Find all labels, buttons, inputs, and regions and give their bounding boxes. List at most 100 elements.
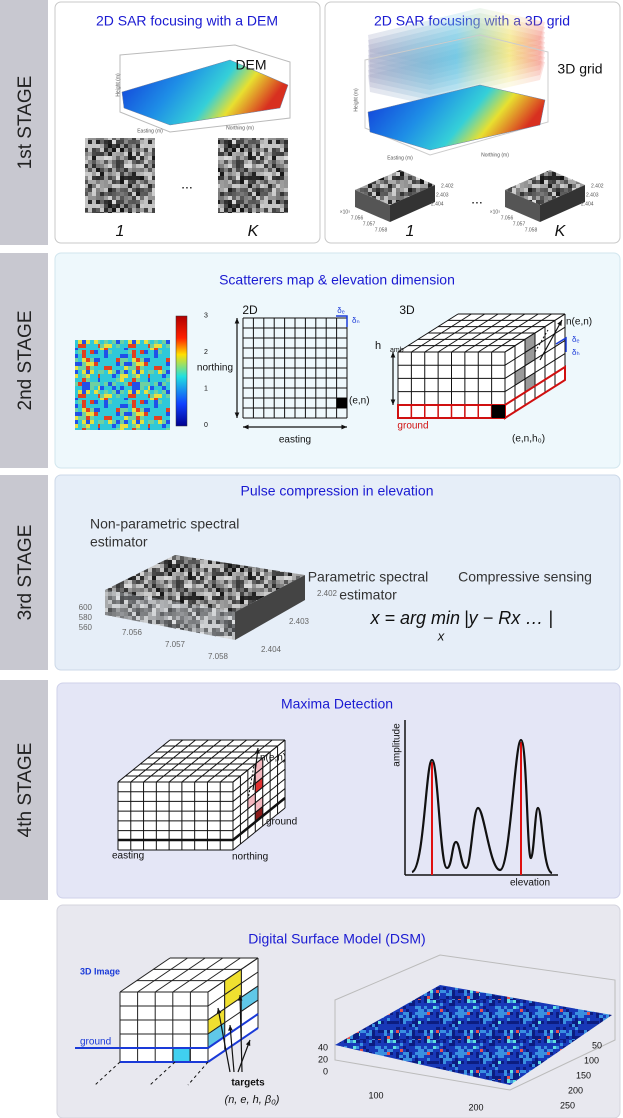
- label: 250: [560, 1100, 575, 1110]
- cube-face: [120, 992, 208, 1062]
- label: h: [375, 340, 381, 352]
- label: 1: [116, 223, 125, 240]
- label: 2.403: [289, 617, 310, 626]
- label: Easting (m): [387, 155, 413, 161]
- label: 20: [318, 1054, 328, 1064]
- label: amplitude: [392, 723, 403, 767]
- page: SAR tomography processing stages html, b…: [0, 0, 623, 1118]
- label: ground: [397, 421, 428, 432]
- label: 50: [592, 1040, 602, 1050]
- label: 600: [79, 603, 93, 612]
- label: northing: [197, 363, 233, 374]
- selected-cell: [492, 405, 505, 418]
- panel-title: Maxima Detection: [281, 696, 393, 712]
- label: Height (m): [115, 73, 121, 97]
- label: ground: [266, 817, 297, 828]
- label: ×10⁵: [340, 209, 351, 215]
- colorbar-tick: 2: [204, 349, 208, 356]
- label: δₕ: [572, 348, 580, 357]
- selected-cell: [337, 398, 347, 408]
- label: x = arg min: [369, 608, 460, 628]
- label: 7.058: [375, 227, 388, 233]
- colorbar-tick: 0: [204, 422, 208, 429]
- label: 0: [323, 1066, 328, 1076]
- label: easting: [279, 435, 311, 446]
- label: (e,n,h₀): [512, 434, 545, 445]
- label: ×10⁵: [490, 209, 501, 215]
- label: 2.403: [586, 192, 599, 198]
- label: 7.058: [208, 652, 229, 661]
- tag: DEM: [235, 57, 266, 73]
- label: northing: [232, 852, 268, 863]
- label: 560: [79, 623, 93, 632]
- label: easting: [112, 851, 144, 862]
- label: n(e,n): [566, 317, 592, 328]
- label: Non-parametric spectral: [90, 516, 239, 532]
- page-body: { "stage1": { "label": "1st STAGE", "lef…: [0, 0, 623, 1118]
- label: 7.056: [351, 215, 364, 221]
- label: 150: [576, 1070, 591, 1080]
- panel-title: 2D SAR focusing with a DEM: [96, 13, 278, 29]
- label: estimator: [90, 534, 148, 550]
- colorbar-tick: 1: [204, 385, 208, 392]
- label: 580: [79, 613, 93, 622]
- label: 7.058: [525, 227, 538, 233]
- label: 2.402: [317, 589, 338, 598]
- label: 2.404: [431, 201, 444, 207]
- scatterer-map: [75, 340, 170, 430]
- stage-label: 2nd STAGE: [15, 311, 36, 411]
- label: 7.057: [513, 221, 526, 227]
- label: (n, e, h, β₀): [225, 1094, 280, 1106]
- label: δₙ: [352, 316, 360, 325]
- label: Height (m): [353, 88, 359, 112]
- label: 7.056: [501, 215, 514, 221]
- label: 1: [406, 223, 415, 240]
- label: ...: [471, 191, 483, 207]
- label: Northing (m): [226, 125, 254, 131]
- label: K: [248, 223, 260, 240]
- sar-image: [85, 138, 155, 213]
- label: 100: [584, 1055, 599, 1065]
- stage-label: 4th STAGE: [15, 743, 36, 838]
- label: δₑ: [572, 335, 579, 344]
- label: n(e,n): [260, 753, 286, 764]
- stage-label: 1st STAGE: [15, 76, 36, 170]
- label: 100: [368, 1090, 383, 1100]
- label: 200: [468, 1102, 483, 1112]
- label: Compressive sensing: [458, 569, 592, 585]
- colorbar-tick: 3: [204, 312, 208, 319]
- label: 3D Image: [80, 966, 120, 976]
- label: 2.403: [436, 192, 449, 198]
- label: ...: [181, 176, 193, 192]
- label: (e,n): [349, 396, 370, 407]
- stage-label: 3rd STAGE: [15, 525, 36, 621]
- label: 2.404: [581, 201, 594, 207]
- label: 7.056: [122, 628, 143, 637]
- panel-title: Pulse compression in elevation: [241, 483, 434, 499]
- label: δₑ: [337, 306, 344, 315]
- panel-title: Digital Surface Model (DSM): [248, 931, 425, 947]
- label: 2.402: [441, 183, 454, 189]
- label: K: [555, 223, 567, 240]
- tag: 3D grid: [557, 61, 602, 77]
- label: |y − Rx … |: [464, 608, 553, 628]
- label: x: [437, 628, 445, 643]
- sar-image: [218, 138, 288, 213]
- label: targets: [231, 1078, 265, 1089]
- panel-title: Scatterers map & elevation dimension: [219, 272, 455, 288]
- label: Parametric spectral: [308, 569, 429, 585]
- diagram: 1st STAGE 2D SAR focusing with a DEM 2D SA…: [0, 0, 623, 1118]
- label: estimator: [339, 587, 397, 603]
- label: 2.402: [591, 183, 604, 189]
- label: elevation: [510, 878, 550, 889]
- label: amb: [390, 347, 404, 354]
- label: 7.057: [165, 640, 186, 649]
- label: 200: [568, 1085, 583, 1095]
- label: ground: [80, 1037, 111, 1048]
- colorbar: [176, 316, 187, 426]
- label: Easting (m): [137, 128, 163, 134]
- cell: [173, 1048, 190, 1062]
- label: 40: [318, 1042, 328, 1052]
- label: Northing (m): [481, 152, 509, 158]
- label: 2D: [242, 303, 258, 317]
